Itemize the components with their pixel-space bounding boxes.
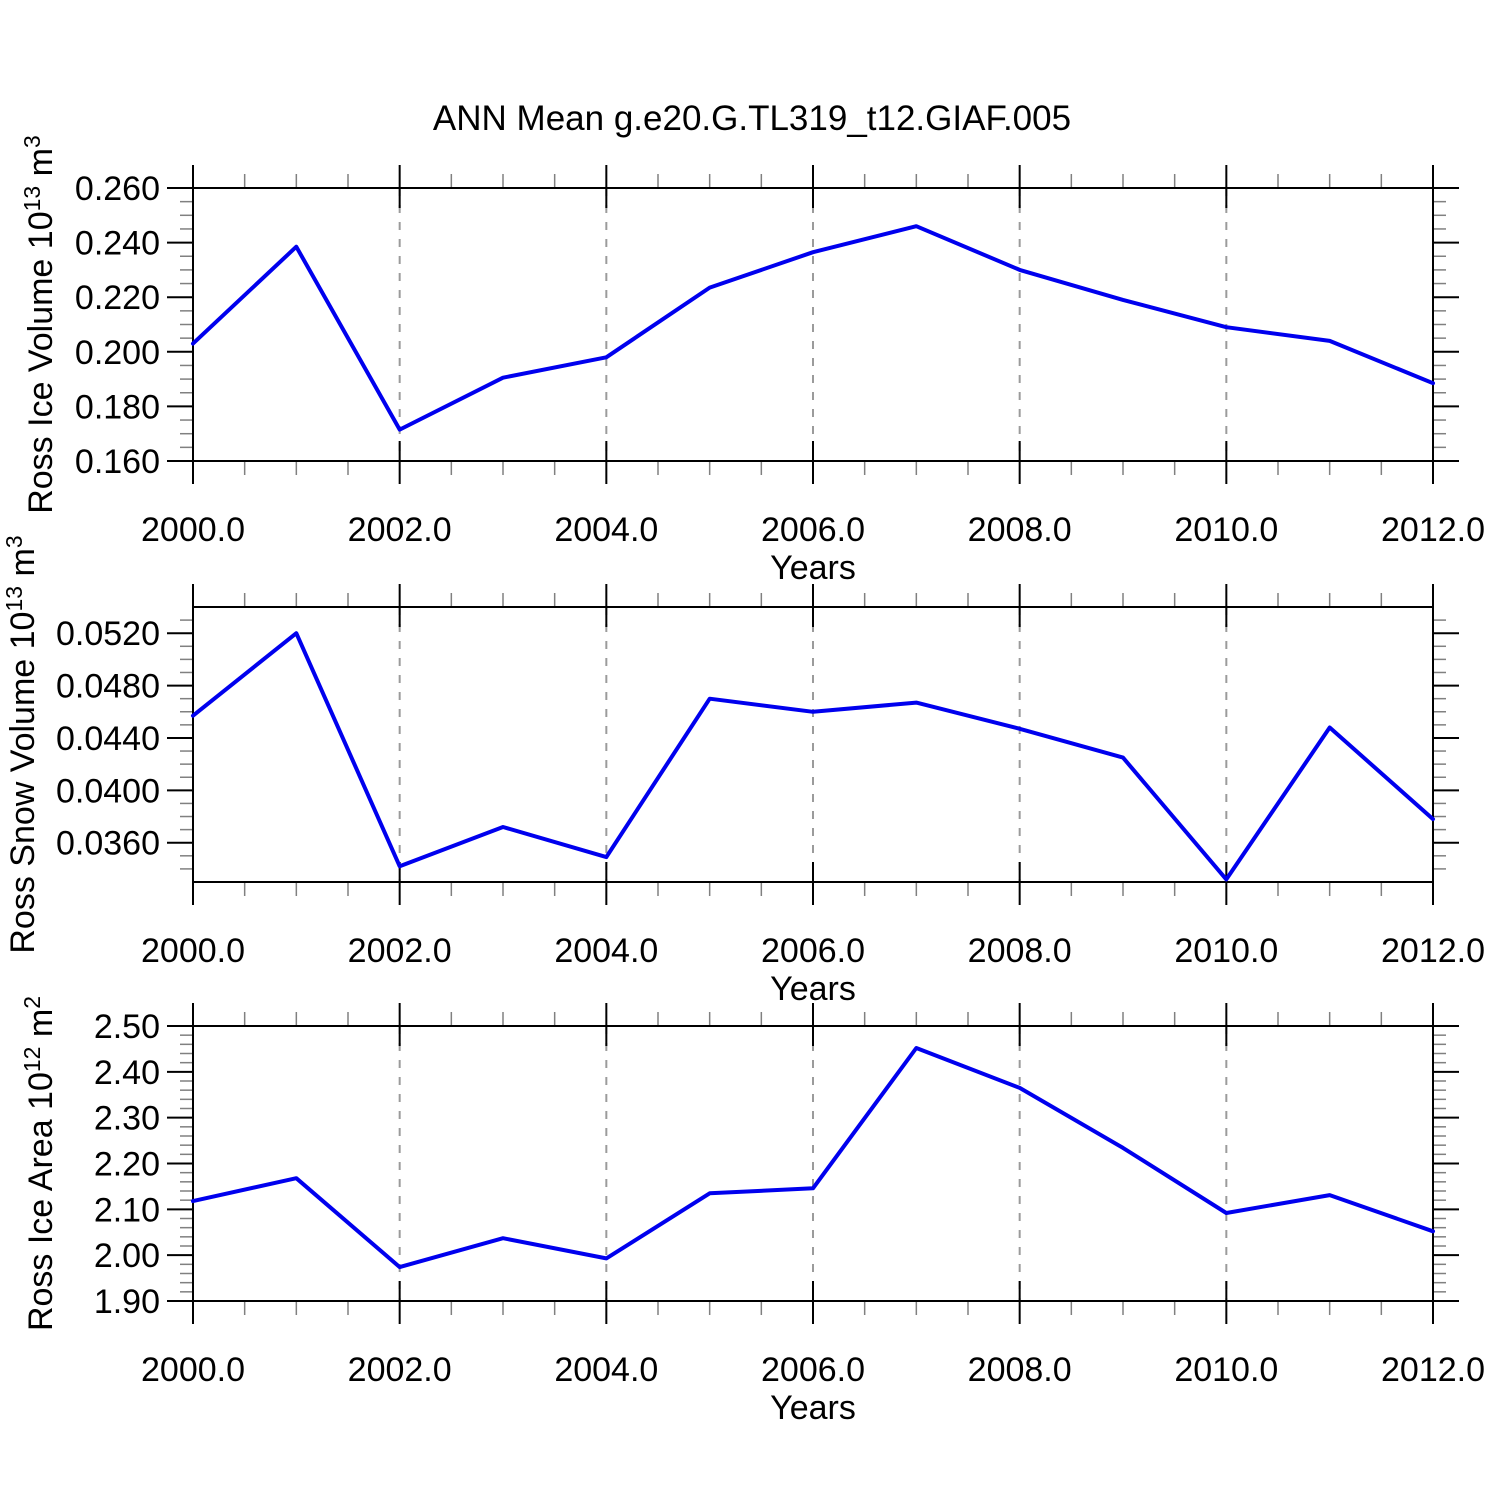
ross-snow-volume-line [191,631,1435,882]
y-tick-label: 0.200 [75,334,160,372]
panel-ross-snow-volume: 0.0360 0.0400 0.0440 0.0480 0.0520 2000.0 2002… [1,535,1485,1008]
x-tick-label: 2004.0 [554,1351,658,1389]
x-tick-label: 2006.0 [761,1351,865,1389]
x-tick-label: 2002.0 [348,932,452,970]
x-tick-label: 2004.0 [554,511,658,549]
y-axis-title: Ross Snow Volume 1013 m3 [1,535,42,953]
y-tick-label: 0.160 [75,443,160,481]
x-tick-label: 2006.0 [761,511,865,549]
y-tick-label: 2.00 [94,1237,160,1275]
x-axis-title: Years [770,1389,856,1427]
x-axis-title: Years [770,549,856,587]
ross-ice-volume-line [191,224,1435,432]
y-tick-label: 0.0440 [56,720,160,758]
x-tick-label: 2012.0 [1381,1351,1485,1389]
y-tick-label: 0.0480 [56,668,160,706]
y-tick-label: 0.0360 [56,825,160,863]
y-axis-title: Ross Ice Area 1012 m2 [19,996,60,1331]
x-tick-label: 2008.0 [968,932,1072,970]
y-tick-label: 0.240 [75,225,160,263]
x-tick-label: 2000.0 [141,1351,245,1389]
y-tick-label: 0.260 [75,170,160,208]
y-tick-label: 2.40 [94,1054,160,1092]
x-tick-label: 2000.0 [141,511,245,549]
y-axis-title: Ross Ice Volume 1013 m3 [19,135,60,514]
x-tick-label: 2008.0 [968,511,1072,549]
x-axis-title: Years [770,970,856,1008]
y-tick-label: 0.180 [75,388,160,426]
y-tick-label: 2.10 [94,1191,160,1229]
panels: 0.160 0.180 0.200 0.220 0.240 0.260 2000.0 2002… [1,135,1485,1427]
x-tick-label: 2000.0 [141,932,245,970]
x-tick-label: 2006.0 [761,932,865,970]
x-tick-label: 2004.0 [554,932,658,970]
x-tick-label: 2010.0 [1174,511,1278,549]
axis-frame [192,606,1434,883]
y-tick-label: 0.220 [75,279,160,317]
axis-frame [192,1025,1434,1302]
axis-frame [192,187,1434,462]
x-tick-label: 2010.0 [1174,1351,1278,1389]
x-tick-label: 2010.0 [1174,932,1278,970]
y-tick-label: 0.0400 [56,772,160,810]
x-tick-label: 2012.0 [1381,932,1485,970]
y-tick-label: 1.90 [94,1283,160,1321]
panel-ross-ice-volume: 0.160 0.180 0.200 0.220 0.240 0.260 2000.0 2002… [19,135,1485,587]
y-tick-label: 0.0520 [56,615,160,653]
y-tick-label: 2.50 [94,1008,160,1046]
x-tick-label: 2002.0 [348,511,452,549]
x-tick-label: 2002.0 [348,1351,452,1389]
y-tick-label: 2.30 [94,1100,160,1138]
y-tick-label: 2.20 [94,1146,160,1184]
panel-ross-ice-area: 1.90 2.00 2.10 2.20 2.30 2.40 2.50 2000.0 2002.0… [19,996,1485,1427]
ross-ice-area-line [191,1046,1435,1270]
x-tick-label: 2008.0 [968,1351,1072,1389]
x-tick-label: 2012.0 [1381,511,1485,549]
chart-title: ANN Mean g.e20.G.TL319_t12.GIAF.005 [433,99,1071,138]
